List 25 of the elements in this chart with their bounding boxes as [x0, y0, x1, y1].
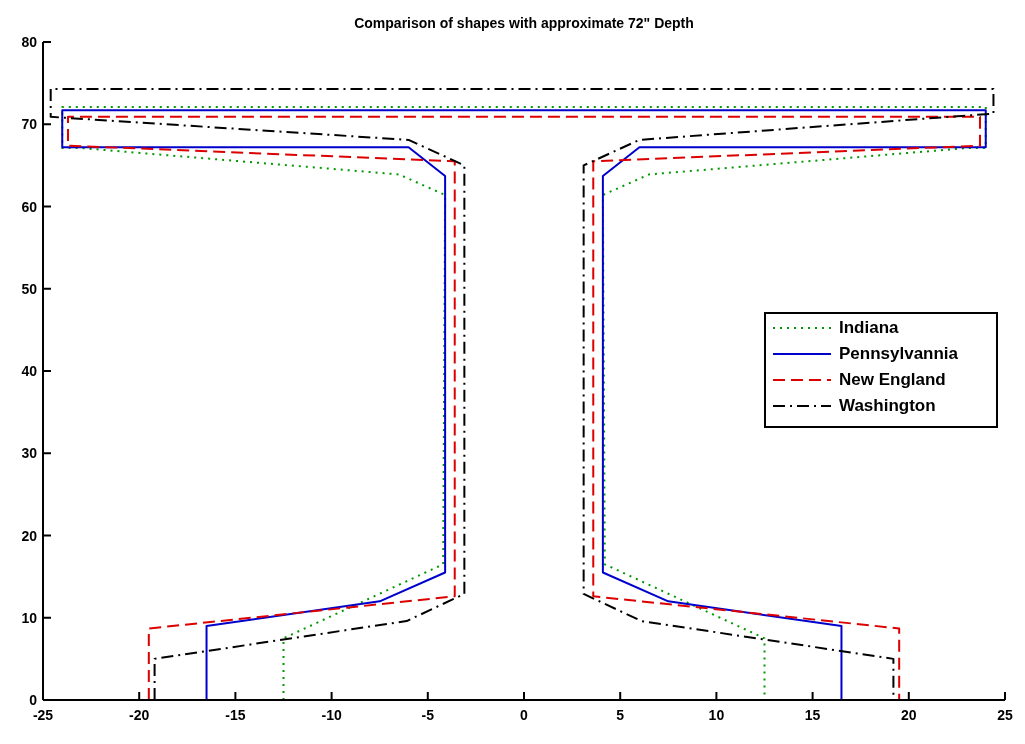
x-tick-label: -20 — [129, 707, 150, 723]
legend-label: Indiana — [839, 318, 900, 337]
x-tick-label: -10 — [321, 707, 342, 723]
x-tick-label: 25 — [997, 707, 1013, 723]
y-tick-label: 40 — [21, 363, 38, 379]
x-tick-label: 20 — [901, 707, 917, 723]
y-tick-label: 0 — [29, 692, 38, 708]
y-tick-label: 80 — [21, 34, 38, 50]
legend-label: Pennsylvannia — [839, 344, 959, 363]
y-tick-label: 10 — [21, 609, 38, 626]
x-tick-label: -15 — [225, 707, 246, 723]
y-tick-label: 30 — [21, 445, 38, 462]
chart-title: Comparison of shapes with approximate 72" Depth — [354, 15, 694, 31]
x-tick-label: 0 — [520, 707, 529, 723]
legend-label: New England — [839, 370, 946, 389]
x-tick-label: 5 — [616, 707, 625, 723]
x-tick-label: 15 — [804, 707, 821, 723]
x-tick-label: -5 — [421, 707, 435, 723]
y-tick-label: 20 — [21, 527, 38, 544]
legend-label: Washington — [839, 396, 936, 415]
x-tick-label: 10 — [708, 707, 725, 723]
x-tick-label: -25 — [32, 707, 54, 723]
y-tick-label: 50 — [21, 280, 38, 297]
y-tick-label: 70 — [21, 116, 38, 133]
y-tick-label: 60 — [21, 198, 38, 215]
